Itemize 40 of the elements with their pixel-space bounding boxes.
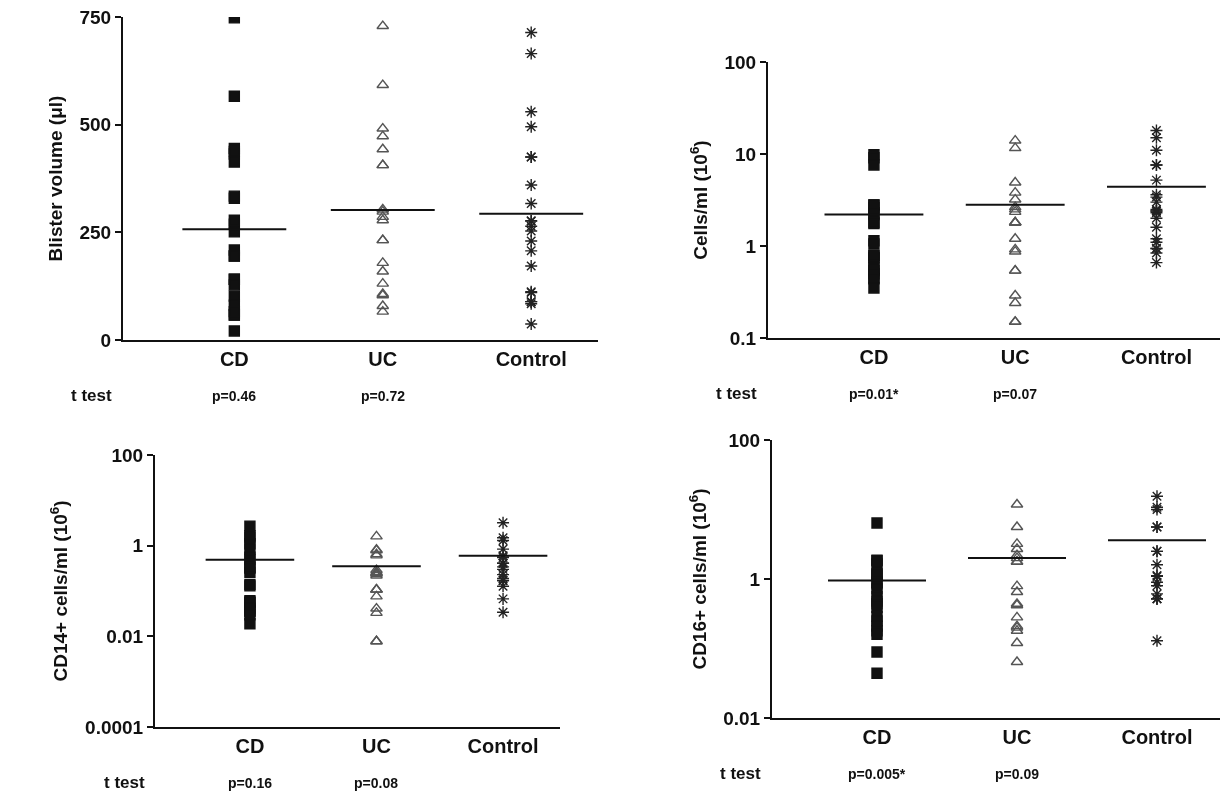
x-tick-label: UC bbox=[1000, 346, 1030, 368]
text: p=0.08 bbox=[354, 775, 399, 791]
y-tick-label: 250 bbox=[79, 221, 112, 243]
text: p=0.16 bbox=[228, 775, 273, 791]
y-tick-label: 1 bbox=[132, 535, 144, 557]
y-axis-title: Blister volume (μl) bbox=[44, 95, 66, 262]
x-tick-label: Control bbox=[467, 735, 539, 757]
y-tick-label: 1 bbox=[749, 568, 761, 590]
text: p=0.72 bbox=[361, 388, 406, 404]
text: p=0.09 bbox=[995, 766, 1040, 782]
x-tick-label: CD bbox=[859, 346, 889, 368]
y-tick-label: 100 bbox=[728, 429, 761, 451]
x-tick-label: CD bbox=[219, 348, 249, 370]
text: t test bbox=[71, 386, 112, 405]
x-tick-label: Control bbox=[1120, 346, 1192, 368]
text: p=0.46 bbox=[212, 388, 257, 404]
x-tick-label: UC bbox=[362, 735, 391, 757]
x-tick-label: CD bbox=[862, 726, 892, 748]
x-tick-label: Control bbox=[1121, 726, 1193, 748]
x-tick-label: UC bbox=[368, 348, 398, 370]
text: p=0.005* bbox=[848, 766, 906, 782]
text: p=0.01* bbox=[849, 386, 899, 402]
y-tick-label: 0 bbox=[100, 329, 112, 351]
text: t test bbox=[716, 384, 757, 403]
y-tick-label: 0.01 bbox=[106, 625, 144, 647]
x-tick-label: CD bbox=[235, 735, 265, 757]
y-tick-label: 0.1 bbox=[729, 327, 757, 349]
y-tick-label: 1 bbox=[745, 235, 757, 257]
y-tick-label: 100 bbox=[111, 444, 144, 466]
text: p=0.07 bbox=[993, 386, 1038, 402]
y-tick-label: 0.01 bbox=[723, 707, 761, 729]
text: t test bbox=[104, 773, 145, 792]
x-tick-label: Control bbox=[495, 348, 567, 370]
text: t test bbox=[720, 764, 761, 783]
y-tick-label: 100 bbox=[724, 51, 757, 73]
y-tick-label: 500 bbox=[79, 114, 112, 136]
y-tick-label: 10 bbox=[735, 143, 757, 165]
y-tick-label: 750 bbox=[79, 6, 112, 28]
y-tick-label: 0.0001 bbox=[85, 716, 144, 738]
x-tick-label: UC bbox=[1002, 726, 1032, 748]
